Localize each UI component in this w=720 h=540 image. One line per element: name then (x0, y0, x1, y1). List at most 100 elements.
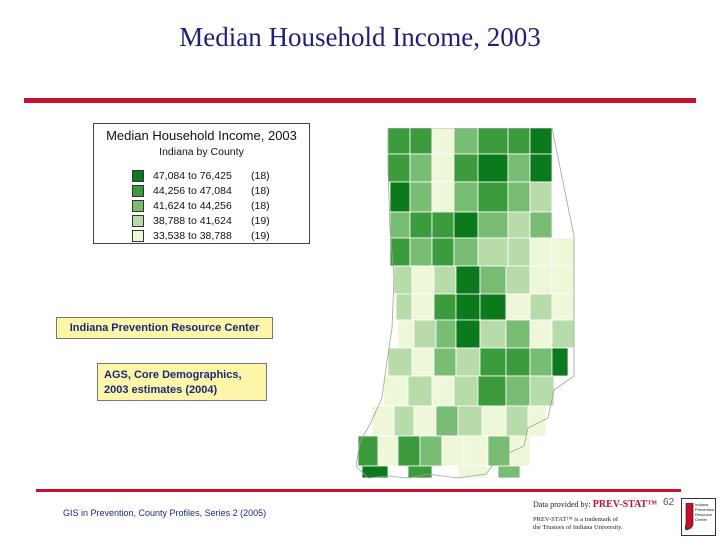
county (529, 181, 553, 213)
county (507, 181, 531, 213)
county (413, 319, 437, 349)
county (507, 211, 531, 239)
county (435, 405, 459, 437)
title-divider (24, 98, 696, 103)
trademark-line-1: PREV-STAT™ is a trademark of (533, 516, 619, 523)
county (389, 211, 411, 239)
provider-line: Data provided by: PREV-STAT™ (533, 499, 657, 510)
legend-row: 47,084 to 76,425 (18) (132, 168, 270, 183)
county (397, 319, 415, 349)
county (479, 319, 507, 349)
county (477, 375, 507, 407)
county (507, 128, 531, 155)
legend-range: 44,256 to 47,084 (153, 184, 232, 197)
county (393, 265, 413, 295)
provider-credit: Data provided by: PREV-STAT™ PREV-STAT™ … (533, 499, 657, 531)
logo-text-line: Resource (695, 512, 713, 517)
footer-divider (36, 489, 681, 492)
legend-subtitle: Indiana by County (159, 146, 244, 158)
county (479, 293, 507, 321)
county (457, 405, 483, 437)
footer-text: GIS in Prevention, County Profiles, Seri… (63, 508, 267, 518)
county (441, 435, 465, 467)
data-source-line-1: AGS, Core Demographics, (104, 369, 242, 381)
county (453, 181, 479, 213)
county (409, 153, 433, 183)
legend-count: (18) (251, 199, 270, 212)
provider-prefix: Data provided by: (533, 500, 591, 509)
county (529, 237, 553, 267)
county (453, 128, 479, 155)
county (409, 181, 433, 213)
legend-row: 44,256 to 47,084 (18) (132, 183, 270, 198)
county (507, 237, 531, 267)
county (505, 347, 531, 377)
county (529, 347, 553, 377)
county (387, 347, 413, 377)
county (551, 319, 575, 349)
provider-brand: PREV-STAT™ (592, 499, 658, 510)
county (477, 211, 509, 239)
county (481, 405, 507, 437)
logo-text-line: Prevention (695, 507, 715, 512)
county (477, 181, 509, 213)
legend-range: 47,084 to 76,425 (153, 169, 232, 182)
data-source-box: AGS, Core Demographics, 2003 estimates (… (97, 363, 267, 401)
legend-range: 38,788 to 41,624 (153, 214, 232, 227)
trademark-note: PREV-STAT™ is a trademark of the Trustee… (533, 516, 623, 532)
county (529, 153, 553, 183)
legend-swatch (132, 214, 144, 227)
iprc-logo: Indiana Prevention Resource Center (681, 498, 716, 536)
legend-count: (19) (251, 229, 270, 242)
county (419, 435, 443, 467)
legend-swatch (132, 199, 144, 212)
county (529, 128, 553, 155)
indiana-county-map (355, 128, 575, 479)
county (479, 347, 507, 377)
county (529, 265, 553, 295)
county (505, 265, 531, 295)
county (529, 375, 555, 407)
county (529, 293, 553, 321)
legend-count: (18) (251, 184, 270, 197)
county (387, 153, 411, 183)
county (431, 237, 455, 267)
legend-count: (19) (251, 214, 270, 227)
legend-rows: 47,084 to 76,425 (18) 44,256 to 47,084 (18)… (132, 168, 270, 243)
county (455, 319, 481, 349)
county (463, 435, 489, 467)
legend-title: Median Household Income, 2003 (106, 128, 297, 143)
county (433, 265, 457, 295)
legend-swatch (132, 169, 144, 182)
county (551, 237, 575, 267)
county (389, 181, 411, 213)
county (455, 347, 481, 377)
county (411, 265, 435, 295)
legend-row: 33,538 to 38,788 (19) (132, 228, 270, 243)
county (407, 375, 433, 407)
county (487, 435, 511, 467)
county (529, 211, 553, 239)
county (551, 347, 569, 377)
county (409, 237, 433, 267)
county (529, 319, 553, 349)
county (497, 465, 521, 479)
county (551, 293, 575, 321)
county (383, 375, 409, 407)
county (435, 319, 457, 349)
county (505, 293, 531, 321)
legend-row: 38,788 to 41,624 (19) (132, 213, 270, 228)
legend-row: 41,624 to 44,256 (18) (132, 198, 270, 213)
legend-range: 33,538 to 38,788 (153, 229, 232, 242)
county (431, 211, 455, 239)
legend-range: 41,624 to 44,256 (153, 199, 232, 212)
legend-swatch (132, 184, 144, 197)
county (393, 405, 415, 437)
county (453, 375, 479, 407)
data-source-line-2: 2003 estimates (2004) (104, 384, 218, 396)
county (551, 265, 575, 295)
legend-count: (18) (251, 169, 270, 182)
county (453, 211, 479, 239)
county (479, 265, 507, 295)
state-outline (355, 128, 575, 479)
